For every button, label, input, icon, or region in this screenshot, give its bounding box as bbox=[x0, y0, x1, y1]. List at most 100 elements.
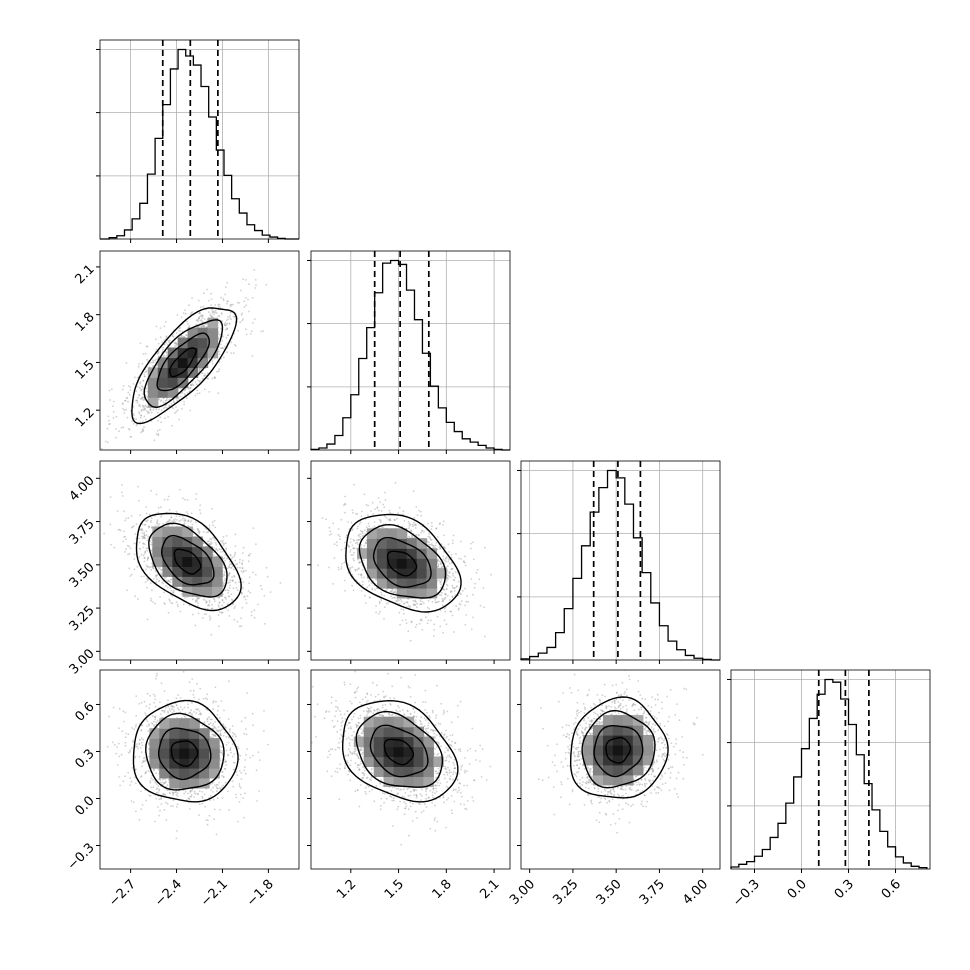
sample-point bbox=[463, 560, 465, 563]
sample-point bbox=[158, 408, 160, 411]
sample-point bbox=[203, 375, 205, 377]
sample-point bbox=[450, 568, 453, 570]
density-cell bbox=[152, 536, 163, 548]
sample-point bbox=[234, 545, 237, 547]
sample-point bbox=[139, 387, 142, 390]
sample-point bbox=[227, 574, 230, 577]
sample-point bbox=[401, 525, 404, 528]
sample-point bbox=[131, 526, 134, 529]
sample-point bbox=[152, 408, 155, 411]
sample-point bbox=[157, 524, 160, 527]
density-panel-p0-p1 bbox=[96, 250, 300, 454]
sample-point bbox=[246, 595, 249, 598]
sample-point bbox=[158, 579, 161, 582]
sample-point bbox=[211, 310, 214, 313]
sample-point bbox=[470, 578, 473, 580]
sample-point bbox=[241, 566, 244, 569]
sample-point bbox=[361, 535, 364, 537]
sample-point bbox=[377, 497, 380, 499]
sample-point bbox=[136, 376, 139, 379]
sample-point bbox=[211, 607, 214, 610]
sample-point bbox=[438, 594, 441, 596]
sample-point bbox=[109, 423, 111, 425]
sample-point bbox=[140, 397, 143, 400]
density-cell bbox=[207, 347, 219, 359]
sample-point bbox=[210, 607, 213, 610]
sample-point bbox=[123, 536, 126, 538]
sample-point bbox=[160, 574, 163, 577]
sample-point bbox=[143, 543, 146, 545]
sample-point bbox=[269, 591, 272, 593]
sample-point bbox=[227, 581, 230, 584]
sample-point bbox=[444, 593, 446, 595]
sample-point bbox=[439, 547, 441, 550]
sample-point bbox=[207, 299, 210, 302]
sample-point bbox=[208, 615, 211, 617]
sample-point bbox=[153, 439, 156, 442]
sample-point bbox=[141, 537, 144, 540]
sample-point bbox=[240, 313, 243, 316]
sample-point bbox=[123, 409, 126, 412]
density-cell bbox=[157, 367, 169, 378]
sample-point bbox=[226, 327, 228, 330]
sample-point bbox=[227, 300, 229, 303]
sample-point bbox=[156, 573, 159, 576]
sample-point bbox=[421, 529, 423, 532]
sample-point bbox=[142, 405, 145, 407]
sample-point bbox=[163, 343, 166, 346]
density-cell bbox=[162, 526, 173, 537]
sample-point bbox=[184, 309, 186, 311]
sample-point bbox=[359, 533, 362, 535]
sample-point bbox=[440, 565, 443, 568]
sample-point bbox=[444, 593, 447, 596]
sample-point bbox=[190, 384, 192, 386]
sample-point bbox=[426, 622, 429, 625]
sample-point bbox=[157, 350, 160, 353]
sample-point bbox=[250, 330, 253, 332]
sample-point bbox=[224, 542, 227, 545]
sample-point bbox=[145, 410, 148, 412]
sample-point bbox=[196, 600, 198, 603]
sample-point bbox=[233, 575, 236, 578]
panel-frame bbox=[99, 460, 300, 661]
sample-point bbox=[347, 545, 350, 548]
sample-point bbox=[140, 431, 142, 434]
sample-point bbox=[175, 343, 178, 345]
sample-point bbox=[243, 570, 245, 572]
sample-point bbox=[343, 504, 345, 507]
density-cell bbox=[192, 576, 203, 587]
sample-point bbox=[195, 319, 198, 322]
sample-point bbox=[220, 313, 223, 315]
sample-point bbox=[370, 582, 373, 585]
sample-point bbox=[136, 396, 139, 399]
sample-point bbox=[127, 517, 130, 519]
sample-point bbox=[195, 498, 198, 500]
sample-point bbox=[221, 599, 224, 602]
sample-point bbox=[164, 603, 166, 605]
sample-point bbox=[226, 603, 229, 606]
histogram-step-line bbox=[520, 469, 720, 661]
sample-point bbox=[388, 519, 391, 521]
sample-point bbox=[415, 506, 418, 508]
sample-point bbox=[412, 525, 415, 528]
histogram-panel-p3 bbox=[727, 669, 931, 873]
sample-point bbox=[204, 527, 207, 530]
sample-point bbox=[223, 579, 226, 582]
sample-point bbox=[175, 342, 178, 345]
sample-point bbox=[405, 601, 408, 604]
sample-point bbox=[166, 397, 168, 400]
sample-point bbox=[203, 375, 206, 377]
sample-point bbox=[141, 420, 144, 423]
sample-point bbox=[144, 534, 147, 537]
sample-point bbox=[140, 388, 143, 391]
sample-point bbox=[150, 543, 153, 546]
sample-point bbox=[239, 566, 241, 569]
sample-point bbox=[355, 539, 358, 542]
sample-point bbox=[142, 546, 145, 549]
sample-point bbox=[402, 608, 405, 611]
sample-point bbox=[328, 534, 331, 536]
sample-point bbox=[444, 547, 446, 550]
sample-point bbox=[190, 384, 193, 387]
density-cell bbox=[172, 536, 183, 548]
sample-point bbox=[203, 292, 205, 295]
